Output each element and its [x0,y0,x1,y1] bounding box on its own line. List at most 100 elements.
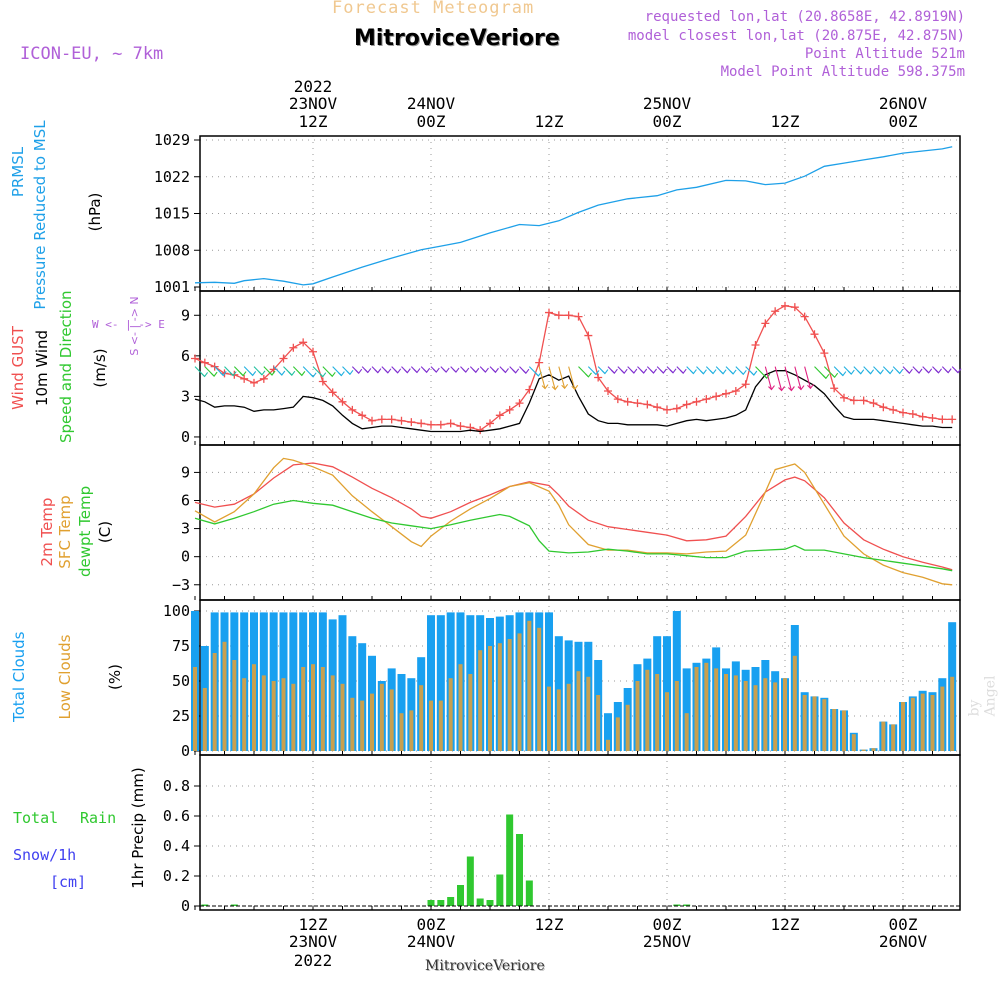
wind-arrowhead [877,369,884,375]
wind-arrowhead [364,368,372,374]
low-cloud-bar [242,678,247,751]
wind-arrow [568,366,576,390]
time-label-top-date: 26NOV [879,94,928,113]
low-cloud-bar [891,724,896,751]
low-cloud-bar [940,686,945,751]
time-label-bottom-hour: 00Z [417,915,446,934]
y-tick-label: 6 [181,347,190,365]
low-cloud-bar [340,683,345,751]
wind-arrowhead [423,367,431,374]
low-cloud-bar [527,620,532,751]
time-label-top-hour: 00Z [653,112,682,131]
total-cloud-bar [338,615,347,751]
gust-marker [348,405,357,414]
wind-arrowhead [650,368,657,374]
precip-rain-label: Rain [80,809,117,827]
low-cloud-bar [193,667,197,751]
y-tick-label: 0 [181,428,190,446]
wind-arrowhead [935,368,942,374]
wind-arrowhead [394,368,402,374]
low-cloud-bar [694,667,699,751]
gust-marker [387,415,396,424]
y-tick-label: 0 [181,742,190,760]
wind-arrowhead [346,369,354,376]
temp-2m-line [194,462,953,571]
wind-arrowhead [258,370,266,376]
gust-marker [358,411,367,420]
gust-marker [525,385,534,394]
low-cloud-bar [871,748,876,751]
gust-marker [948,415,957,424]
point-altitude: Point Altitude 521m [804,46,965,62]
low-cloud-bar [773,682,778,751]
panel-frame [199,444,961,601]
precip-bar [447,897,455,906]
wind-arrowhead [620,368,628,375]
y-tick-label: 6 [181,491,190,509]
wind-arrowhead [452,367,460,373]
total-cloud-bar [358,643,367,751]
low-cloud-bar [478,650,483,751]
wind-arrow [794,366,802,390]
footer-location: MitroviceVeriore [425,958,545,974]
gust-marker [731,386,740,395]
wind-10m-line [194,370,953,433]
wind-arrowhead [611,368,618,375]
gust-marker [535,358,544,367]
low-cloud-bar [930,695,935,751]
gust-line [194,305,953,431]
wind-arrowhead [857,369,865,375]
precip-bar [506,814,514,906]
low-cloud-bar [360,700,365,751]
y-tick-label: 1015 [154,205,190,223]
pressure-line [194,146,953,286]
low-cloud-bar [438,700,443,751]
total-cloud-bar [604,713,612,751]
wind-arrowhead [768,385,775,391]
wind-arrowhead [249,371,257,377]
wind-arrowhead [831,372,839,379]
low-cloud-bar [350,697,355,751]
requested-coords: requested lon,lat (20.8658E, 42.8919N) [644,9,965,25]
gust-marker [643,400,652,409]
low-cloud-bar [281,678,286,751]
gust-marker [938,415,947,424]
low-cloud-bar [724,674,728,751]
precip-bar [516,834,523,906]
low-cloud-bar [842,710,846,751]
gust-marker [299,338,308,347]
wind-arrowhead [592,370,600,376]
y-tick-label: 0.6 [163,807,190,825]
low-cloud-bar [399,713,404,751]
wind-arrowhead [278,370,286,376]
low-cloud-bar [812,696,817,751]
wind-arrowhead [659,368,667,374]
low-cloud-bar [910,697,915,751]
wind-arrow [764,366,773,390]
wind-arrowhead [492,367,499,374]
wind-arrowhead [906,368,913,375]
wind-arrowhead [201,372,209,378]
gust-marker [604,386,612,395]
temp-dew-line [194,499,953,572]
wind-arrowhead [268,370,276,376]
low-cloud-bar [566,683,571,751]
time-label-bottom-date: 26NOV [879,932,928,951]
gust-marker [515,399,524,408]
precip-bar [486,900,494,906]
wind-arrowhead [797,385,805,391]
y-tick-label: 3 [181,387,190,405]
gust-marker [751,341,760,350]
gust-marker [663,405,671,414]
gust-marker [250,378,258,387]
wind-arrowhead [886,369,894,375]
low-cloud-bar [389,689,394,751]
total-cloud-bar [682,668,691,751]
wind-arrowhead [551,385,559,391]
low-cloud-bar [458,664,463,751]
y-tick-label: 0.4 [163,837,190,855]
wind-arrowhead [239,371,247,377]
low-cloud-bar [232,660,237,751]
low-cloud-bar [684,713,689,751]
gust-marker [554,311,563,320]
